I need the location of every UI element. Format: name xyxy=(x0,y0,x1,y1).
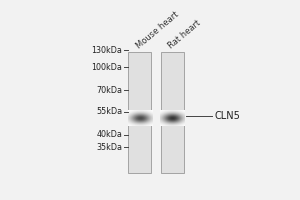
Text: CLN5: CLN5 xyxy=(214,111,240,121)
Text: Rat heart: Rat heart xyxy=(167,18,203,50)
Text: Mouse heart: Mouse heart xyxy=(134,10,180,50)
Text: 55kDa: 55kDa xyxy=(96,107,122,116)
Text: 100kDa: 100kDa xyxy=(92,63,122,72)
Text: 130kDa: 130kDa xyxy=(92,46,122,55)
Text: 35kDa: 35kDa xyxy=(96,143,122,152)
Bar xyxy=(128,52,152,173)
Text: 70kDa: 70kDa xyxy=(96,86,122,95)
Text: 40kDa: 40kDa xyxy=(97,130,122,139)
Bar xyxy=(161,52,184,173)
